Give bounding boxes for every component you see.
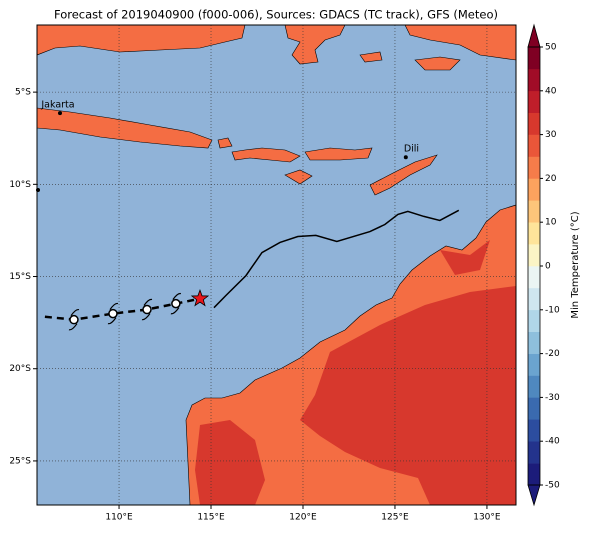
bali <box>217 137 233 149</box>
cyclone-hooks <box>141 298 153 321</box>
island <box>359 51 383 63</box>
flores <box>304 147 373 161</box>
y-tick-label: 10°S <box>9 180 31 190</box>
city-dot <box>36 188 40 192</box>
colorbar-band <box>528 156 540 179</box>
warm-region <box>195 240 516 505</box>
colorbar-tick-label: 30 <box>545 130 557 140</box>
cyclone-point <box>69 314 79 325</box>
y-tick-label: 25°S <box>9 456 31 466</box>
colorbar-band <box>528 47 540 70</box>
colorbar-band <box>528 134 540 157</box>
overlay: Jakarta Dili <box>37 25 516 505</box>
colorbar-band <box>528 419 540 442</box>
colorbar-band <box>528 463 540 486</box>
sumbawa <box>231 147 301 163</box>
x-tick-label: 120°E <box>289 513 317 523</box>
x-tick-label: 125°E <box>381 513 409 523</box>
title: Forecast of 2019040900 (f000-006), Sourc… <box>54 8 498 22</box>
borneo-sumatra <box>37 25 246 56</box>
current-position <box>190 288 210 307</box>
colorbar-extend-top <box>527 23 541 48</box>
hot-area <box>440 240 490 275</box>
cyclone-hooks <box>170 292 182 315</box>
colorbar-band <box>528 375 540 398</box>
colorbar-band <box>528 90 540 113</box>
colorbar-band <box>528 222 540 245</box>
colorbar-tick-label: 10 <box>545 218 557 228</box>
sulawesi <box>284 25 346 65</box>
city-label: Jakarta <box>40 100 74 111</box>
y-tick-label: 15°S <box>9 272 31 282</box>
colorbar-band <box>528 244 540 267</box>
map-frame <box>36 24 517 506</box>
colorbar-band <box>528 200 540 223</box>
colorbar-band <box>528 68 540 92</box>
x-tick-label: 130°E <box>473 513 501 523</box>
colorbar-band <box>528 309 540 332</box>
colorbar-tick-label: 50 <box>545 43 557 53</box>
cyclone-hooks <box>107 302 119 325</box>
y-tick-label: 5°S <box>15 88 31 98</box>
colorbar-band <box>528 441 540 464</box>
colorbar-tick-label: -40 <box>545 437 560 447</box>
y-tick-label: 20°S <box>9 364 31 374</box>
colorbar-band <box>528 287 540 311</box>
hot-area <box>300 286 516 505</box>
city-dot <box>57 111 62 116</box>
colorbar-band <box>528 178 540 201</box>
x-tick-label: 110°E <box>105 513 133 523</box>
timor <box>369 154 438 196</box>
city-dot <box>403 155 408 160</box>
x-tick-label: 115°E <box>197 513 225 523</box>
sumba <box>284 169 313 185</box>
colorbar-band <box>528 331 540 354</box>
forecast-track <box>213 209 460 309</box>
islands-ne <box>404 25 516 61</box>
colorbar-tick-label: -30 <box>545 393 560 403</box>
colorbar-band <box>528 266 540 289</box>
colorbar-band <box>528 353 540 376</box>
colorbar-band <box>528 397 540 420</box>
colorbar-tick-label: 0 <box>545 262 551 272</box>
city-label: Dili <box>404 144 419 155</box>
colorbar-tick-label: -10 <box>545 305 560 315</box>
colorbar-tick-label: 40 <box>545 86 557 96</box>
hot-area <box>195 420 265 505</box>
colorbar-extend-bottom <box>527 484 541 507</box>
colorbar-label: Min Temperature (°C) <box>570 211 581 318</box>
cyclone-hooks <box>68 308 80 331</box>
colorbar-tick-label: 20 <box>545 174 557 184</box>
colorbar-tick-label: -20 <box>545 349 560 359</box>
colorbar-band <box>528 112 540 135</box>
cyclone-point <box>171 298 181 309</box>
colorbar-tick-label: -50 <box>545 481 560 491</box>
cyclone-point <box>142 304 152 315</box>
island <box>414 56 461 71</box>
java <box>37 107 213 149</box>
map: Jakarta Dili <box>37 25 516 505</box>
cyclone-point <box>108 308 118 319</box>
